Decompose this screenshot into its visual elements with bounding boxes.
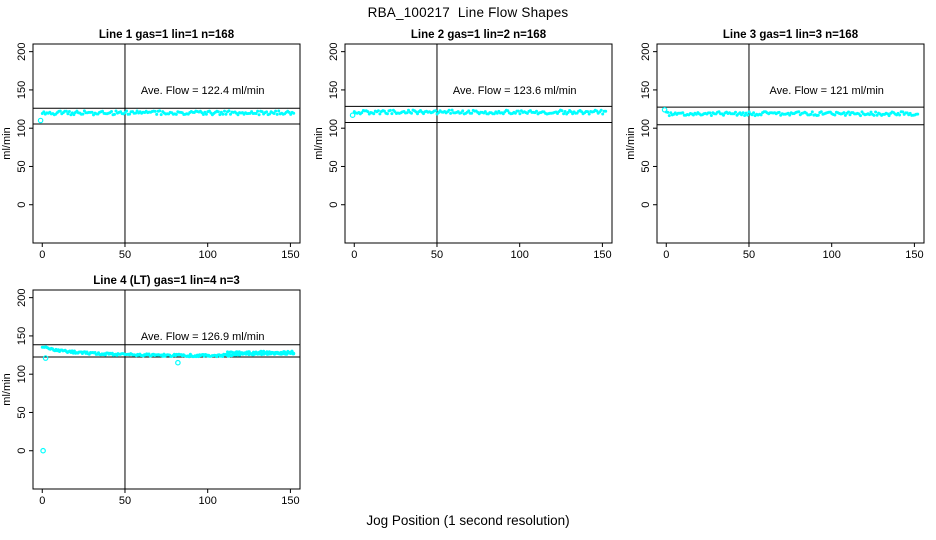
main-title: RBA_100217 Line Flow Shapes: [367, 5, 569, 20]
reference-lines: [345, 105, 612, 123]
y-tick-label: 200: [16, 288, 28, 306]
y-tick-label: 50: [640, 160, 652, 172]
x-tick-label: 0: [663, 249, 669, 261]
y-tick-label: 0: [328, 202, 340, 208]
data-points: [352, 108, 608, 116]
y-tick-label: 200: [640, 42, 652, 60]
x-tick-label: 100: [511, 249, 529, 261]
x-tick-label: 100: [199, 495, 217, 507]
data-points: [664, 110, 920, 118]
y-tick-label: 200: [16, 42, 28, 60]
panel-2: Line 2 gas=1 lin=2 n=168 0 50 100 150 0 50 100 1…: [313, 29, 613, 261]
reference-lines: [33, 107, 300, 125]
y-tick-label: 0: [16, 202, 28, 208]
ave-flow-annotation: Ave. Flow = 123.6 ml/min: [453, 85, 577, 97]
y-axis-label: ml/min: [1, 373, 13, 405]
y-tick-label: 200: [328, 42, 340, 60]
y-tick-label: 100: [16, 119, 28, 137]
y-axis: 0 50 100 150 200: [640, 42, 657, 208]
x-tick-label: 150: [905, 249, 923, 261]
plot-box: [32, 289, 301, 490]
x-tick-label: 150: [281, 249, 299, 261]
y-axis-label: ml/min: [1, 127, 13, 159]
outlier-points: [349, 112, 356, 119]
x-tick-label: 150: [281, 495, 299, 507]
y-tick-label: 0: [16, 448, 28, 454]
y-tick-label: 150: [16, 81, 28, 99]
data-points: [40, 109, 296, 117]
outlier-points: [37, 117, 44, 124]
y-axis: 0 50 100 150 200: [328, 42, 345, 208]
plot-box: [656, 43, 925, 244]
x-axis: 0 50 100 150: [39, 489, 300, 507]
y-tick-label: 150: [16, 327, 28, 345]
y-tick-label: 50: [16, 406, 28, 418]
y-axis: 0 50 100 150 200: [16, 42, 33, 208]
ave-flow-annotation: Ave. Flow = 121 ml/min: [770, 85, 884, 97]
x-tick-label: 100: [199, 249, 217, 261]
panel-3: Line 3 gas=1 lin=3 n=168 0 50 100 150 0 50 100 1…: [625, 29, 925, 261]
reference-lines: [657, 106, 924, 126]
x-tick-label: 0: [39, 249, 45, 261]
x-tick-label: 50: [119, 249, 131, 261]
panel-4: Line 4 (LT) gas=1 lin=4 n=3 0 50 100 150 0 50 1…: [1, 275, 301, 507]
x-tick-label: 0: [39, 495, 45, 507]
y-tick-label: 100: [640, 119, 652, 137]
x-tick-label: 0: [351, 249, 357, 261]
plot-box: [344, 43, 613, 244]
y-axis: 0 50 100 150 200: [16, 288, 33, 454]
x-tick-label: 50: [431, 249, 443, 261]
y-axis-label: ml/min: [625, 127, 637, 159]
y-tick-label: 0: [640, 202, 652, 208]
x-axis: 0 50 100 150: [351, 243, 612, 261]
data-points: [40, 345, 296, 359]
panel-title: Line 4 (LT) gas=1 lin=4 n=3: [93, 275, 239, 287]
y-tick-label: 150: [328, 81, 340, 99]
y-tick-label: 150: [640, 81, 652, 99]
x-tick-label: 100: [823, 249, 841, 261]
x-tick-label: 50: [743, 249, 755, 261]
outlier-points: [40, 355, 181, 454]
plot-box: [32, 43, 301, 244]
x-axis: 0 50 100 150: [39, 243, 300, 261]
x-tick-label: 50: [119, 495, 131, 507]
panel-title: Line 2 gas=1 lin=2 n=168: [411, 29, 547, 41]
panel-title: Line 3 gas=1 lin=3 n=168: [723, 29, 859, 41]
ave-flow-annotation: Ave. Flow = 122.4 ml/min: [141, 85, 265, 97]
ave-flow-annotation: Ave. Flow = 126.9 ml/min: [141, 331, 265, 343]
x-axis-title: Jog Position (1 second resolution): [366, 513, 570, 528]
outlier-points: [661, 107, 668, 113]
y-axis-label: ml/min: [313, 127, 325, 159]
y-tick-label: 100: [16, 365, 28, 383]
reference-lines: [33, 344, 300, 358]
panel-1: Line 1 gas=1 lin=1 n=168 0 50 100 150 0 50 100 1…: [1, 29, 301, 261]
y-tick-label: 50: [328, 160, 340, 172]
x-tick-label: 150: [593, 249, 611, 261]
panel-title: Line 1 gas=1 lin=1 n=168: [99, 29, 235, 41]
y-tick-label: 50: [16, 160, 28, 172]
x-axis: 0 50 100 150: [663, 243, 924, 261]
y-tick-label: 100: [328, 119, 340, 137]
